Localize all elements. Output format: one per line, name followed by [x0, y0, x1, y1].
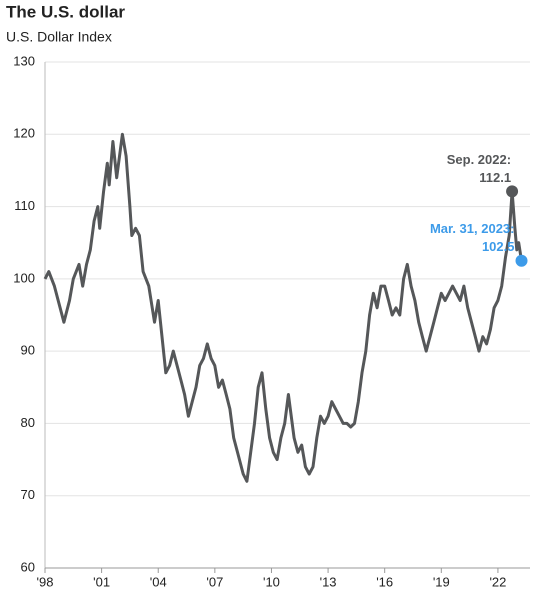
x-tick-label: '01 [93, 574, 110, 589]
x-tick-label: '04 [150, 574, 167, 589]
y-tick-label: 130 [13, 53, 35, 68]
highlight-point [515, 254, 528, 267]
chart-title: The U.S. dollar [6, 2, 125, 21]
annotation-label: Sep. 2022: [447, 152, 511, 167]
x-tick-label: '98 [37, 574, 54, 589]
y-tick-label: 110 [14, 198, 35, 213]
y-tick-label: 80 [21, 415, 35, 430]
y-tick-label: 60 [21, 559, 35, 574]
x-tick-label: '19 [433, 574, 450, 589]
y-tick-label: 120 [13, 126, 35, 141]
y-tick-label: 100 [13, 270, 35, 285]
x-tick-label: '07 [206, 574, 223, 589]
y-tick-label: 70 [21, 487, 35, 502]
highlight-point [506, 185, 519, 198]
x-tick-label: '22 [489, 574, 506, 589]
x-tick-label: '10 [263, 574, 280, 589]
line-series [43, 132, 523, 483]
chart-subtitle: U.S. Dollar Index [6, 29, 112, 45]
annotation-value: 112.1 [479, 170, 511, 185]
annotation-label: Mar. 31, 2023: [430, 221, 515, 236]
y-tick-label: 90 [21, 343, 35, 358]
annotation-value: 102.5 [482, 239, 515, 254]
x-tick-label: '16 [376, 574, 393, 589]
x-tick-label: '13 [320, 574, 337, 589]
